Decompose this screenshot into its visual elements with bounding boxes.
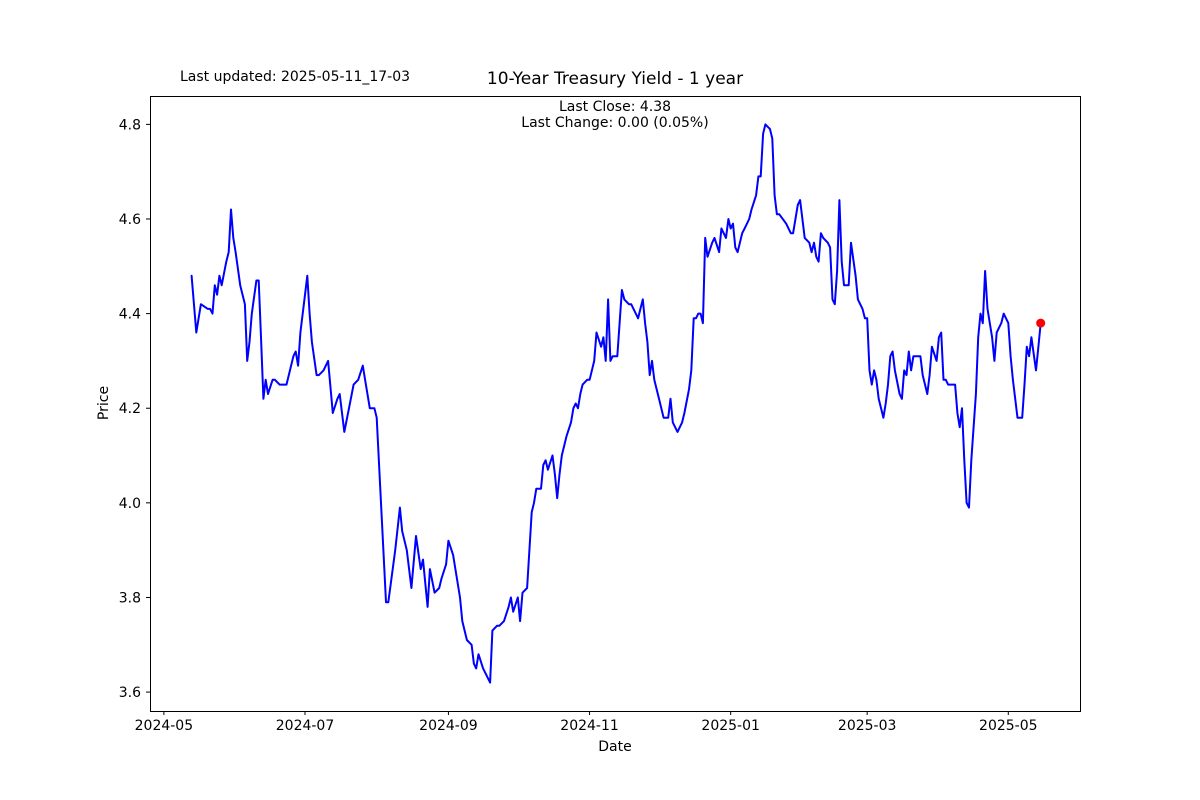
axes-spines — [150, 96, 1081, 712]
y-tick-label: 3.6 — [119, 685, 141, 701]
y-tick-label: 4.6 — [119, 212, 141, 228]
x-tick-label: 2025-01 — [701, 718, 760, 734]
x-tick-label: 2024-07 — [276, 718, 335, 734]
chart-annotation: Last Close: 4.38 Last Change: 0.00 (0.05… — [150, 99, 1080, 131]
last-updated-text: Last updated: 2025-05-11_17-03 — [180, 69, 411, 85]
x-axis-label: Date — [598, 739, 632, 755]
y-tick-label: 4.0 — [119, 496, 141, 512]
y-tick-label: 4.2 — [119, 401, 141, 417]
y-tick-label: 4.8 — [119, 117, 141, 133]
x-tick-label: 2024-11 — [560, 718, 619, 734]
x-tick-label: 2024-05 — [135, 718, 194, 734]
x-tick-label: 2025-05 — [979, 718, 1038, 734]
price-line — [190, 123, 1042, 684]
x-tick-label: 2025-03 — [838, 718, 897, 734]
last-close-text: Last Close: 4.38 — [558, 99, 672, 115]
x-tick-label: 2024-09 — [419, 718, 478, 734]
last-change-text: Last Change: 0.00 (0.05%) — [521, 115, 709, 131]
chart-title: 10-Year Treasury Yield - 1 year — [486, 69, 744, 89]
last-close-marker — [1036, 318, 1046, 328]
y-tick-label: 3.8 — [119, 590, 141, 606]
y-tick-label: 4.4 — [119, 307, 141, 323]
